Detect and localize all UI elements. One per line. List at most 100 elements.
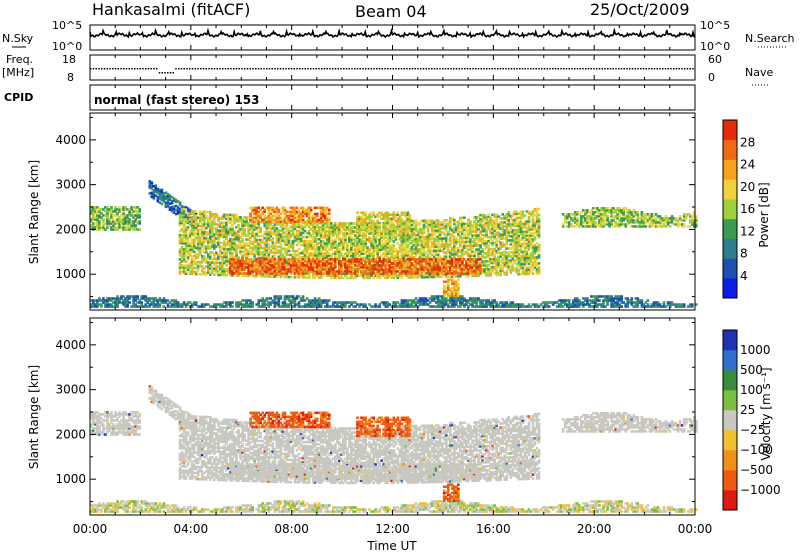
freq-dot [475, 68, 477, 70]
freq-dot [549, 68, 551, 70]
noise-line [90, 30, 695, 37]
freq-left-tick-top: 18 [62, 53, 76, 66]
freq-dot [294, 68, 296, 70]
freq-dot [153, 68, 155, 70]
freq-dot [434, 68, 436, 70]
power-cell [195, 301, 198, 304]
freq-dot [373, 68, 375, 70]
freq-dot [156, 68, 158, 70]
freq-dot [302, 68, 304, 70]
freq-dot [162, 72, 164, 74]
freq-dot [412, 68, 414, 70]
freq-dot [560, 68, 562, 70]
power-cell [155, 184, 158, 187]
freq-dot [552, 68, 554, 70]
freq-right-tick-top: 60 [708, 53, 722, 66]
freq-right-tick-bottom: 0 [708, 71, 715, 84]
freq-dot [258, 68, 260, 70]
freq-dot [250, 68, 252, 70]
freq-dot [349, 68, 351, 70]
freq-dot [126, 68, 128, 70]
power-cell [161, 203, 164, 206]
freq-dot [321, 68, 323, 70]
freq-dot [283, 68, 285, 70]
power-cell [364, 212, 367, 215]
freq-dot [118, 68, 120, 70]
freq-dot [225, 68, 227, 70]
freq-dot [544, 68, 546, 70]
freq-dot [596, 68, 598, 70]
freq-dot [148, 68, 150, 70]
freq-dot [360, 68, 362, 70]
freq-dot [659, 68, 661, 70]
power-cell [231, 301, 234, 304]
freq-dot [629, 68, 631, 70]
freq-dot [324, 68, 326, 70]
freq-dot [588, 68, 590, 70]
freq-dot [404, 68, 406, 70]
freq-dot [426, 68, 428, 70]
freq-dot [351, 68, 353, 70]
power-cell [401, 218, 404, 221]
freq-dot [448, 68, 450, 70]
freq-dot [398, 68, 400, 70]
freq-dot [170, 72, 172, 74]
power-cell [328, 217, 331, 220]
power-cell [128, 301, 131, 304]
freq-dot [626, 68, 628, 70]
freq-dot [393, 68, 395, 70]
freq-dot [483, 68, 485, 70]
freq-dot [164, 72, 166, 74]
freq-dot [362, 68, 364, 70]
freq-dot [450, 68, 452, 70]
freq-dot [266, 68, 268, 70]
freq-dot [305, 68, 307, 70]
power-cell [372, 212, 375, 215]
freq-dot [470, 68, 472, 70]
freq-dot [574, 68, 576, 70]
freq-dot [280, 68, 282, 70]
freq-dot [420, 68, 422, 70]
freq-dot [285, 68, 287, 70]
freq-dot [244, 68, 246, 70]
freq-dot [340, 68, 342, 70]
freq-dot [478, 68, 480, 70]
freq-dot [417, 68, 419, 70]
power-cell [243, 228, 246, 231]
freq-dot [514, 68, 516, 70]
freq-dot [536, 68, 538, 70]
freq-dot [211, 68, 213, 70]
power-cell [237, 224, 240, 227]
freq-dot [437, 68, 439, 70]
freq-dot [357, 68, 359, 70]
freq-dot [291, 68, 293, 70]
freq-dot [195, 68, 197, 70]
freq-left-tick-bottom: 8 [67, 71, 74, 84]
power-cell [161, 189, 164, 192]
freq-dot [288, 68, 290, 70]
freq-dot [186, 68, 188, 70]
freq-dot [131, 68, 133, 70]
freq-dot [453, 68, 455, 70]
freq-dot [582, 68, 584, 70]
freq-dot [115, 68, 117, 70]
freq-dot [112, 68, 114, 70]
freq-dot [445, 68, 447, 70]
freq-dot [123, 68, 125, 70]
freq-dot [486, 68, 488, 70]
freq-dot [387, 68, 389, 70]
freq-dot [93, 68, 95, 70]
power-cell [140, 301, 143, 304]
power-cell [397, 212, 400, 215]
freq-dot [530, 68, 532, 70]
freq-dot [503, 68, 505, 70]
freq-dot [98, 68, 100, 70]
freq-dot [615, 68, 617, 70]
power-cell [278, 209, 281, 212]
freq-dot [406, 68, 408, 70]
freq-dot [569, 68, 571, 70]
freq-dot [640, 68, 642, 70]
freq-dot [173, 72, 175, 74]
power-cell [138, 214, 141, 217]
freq-dot [610, 68, 612, 70]
